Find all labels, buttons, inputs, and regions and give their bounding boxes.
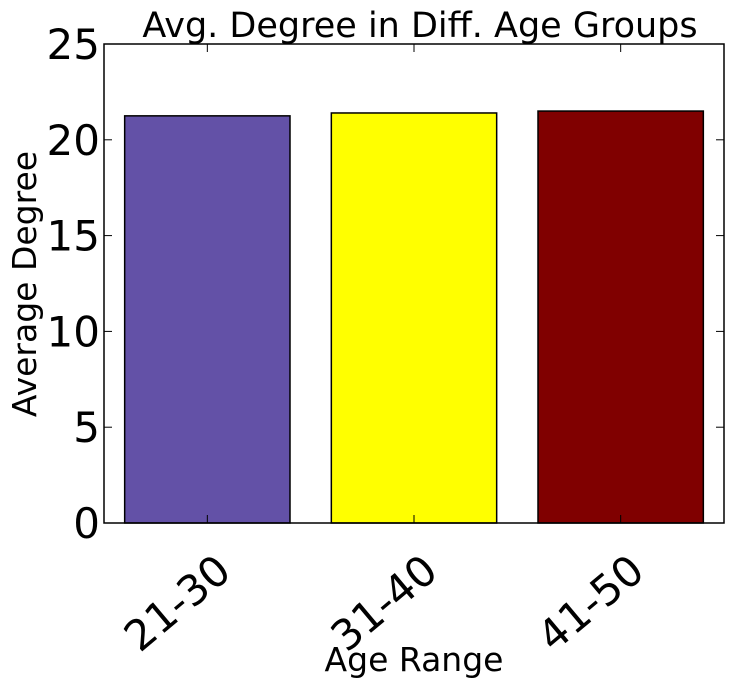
x-tick-label: 21-30 xyxy=(115,545,240,661)
y-tick-label: 5 xyxy=(73,403,100,452)
y-tick-label: 10 xyxy=(47,307,100,356)
x-tick-label: 41-50 xyxy=(528,545,653,661)
y-axis-label: Average Degree xyxy=(5,151,44,417)
bars-group xyxy=(123,110,705,524)
bar-21-30 xyxy=(123,115,291,524)
plot-area-frame xyxy=(103,43,725,524)
y-tick-labels: 0 5 10 15 20 25 xyxy=(47,20,100,548)
bar-31-40 xyxy=(330,112,498,524)
y-tick-label: 25 xyxy=(47,20,100,69)
bar-41-50 xyxy=(537,110,705,524)
y-tick-label: 20 xyxy=(47,116,100,165)
x-axis-label: Age Range xyxy=(325,640,504,679)
chart-title: Avg. Degree in Diff. Age Groups xyxy=(142,6,697,46)
y-tick-label: 0 xyxy=(73,499,100,548)
y-tick-label: 15 xyxy=(47,212,100,261)
